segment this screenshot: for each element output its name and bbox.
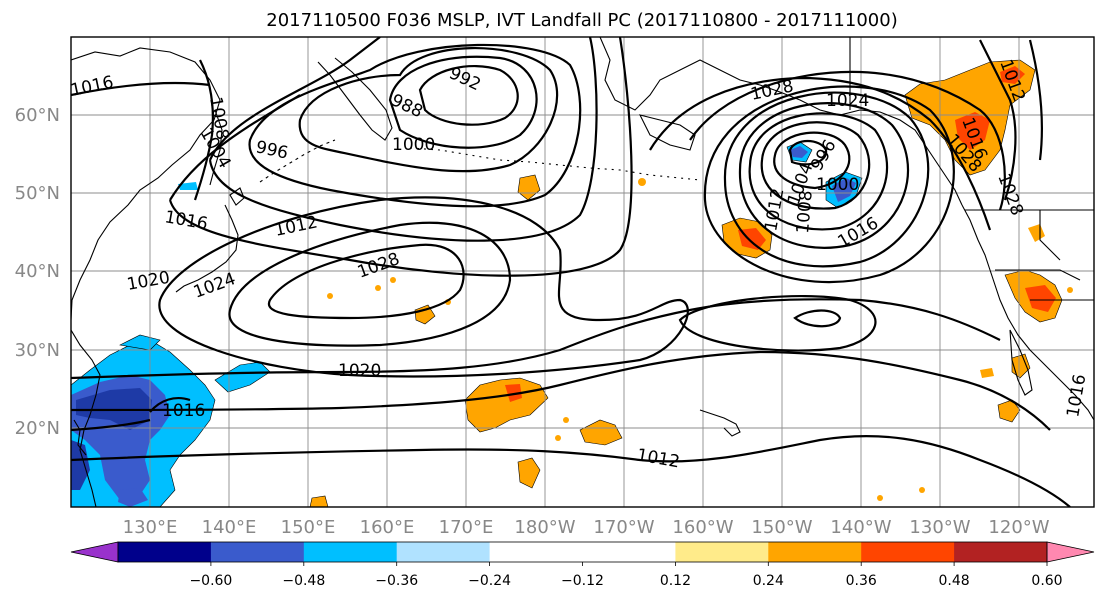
colorbar-tick-label: −0.24 xyxy=(468,573,511,589)
isobar-label: 1020 xyxy=(338,361,381,381)
lat-label: 30°N xyxy=(15,340,60,361)
isobar-label: 1000 xyxy=(392,135,435,155)
lat-label: 20°N xyxy=(15,418,60,439)
colorbar-swatch xyxy=(582,542,676,562)
colorbar-extend-low xyxy=(70,541,119,563)
isobar-label: 1024 xyxy=(826,91,869,111)
mslp-isobars xyxy=(71,37,1071,507)
colorbar-extend-high xyxy=(1046,541,1095,563)
lon-label: 160°W xyxy=(672,517,733,538)
isobar-label: 1008 xyxy=(793,190,817,235)
colorbar-tick-label: 0.36 xyxy=(846,573,877,589)
latitude-labels: 60°N 50°N 40°N 30°N 20°N xyxy=(15,105,60,439)
colorbar-tick-label: 0.60 xyxy=(1031,573,1062,589)
colorbar-tick-label: −0.36 xyxy=(375,573,418,589)
isobar-label: 1000 xyxy=(816,175,859,195)
lon-label: 170°W xyxy=(593,517,654,538)
lon-label: 160°E xyxy=(360,517,415,538)
lon-label: 130°W xyxy=(909,517,970,538)
lat-label: 50°N xyxy=(15,183,60,204)
colorbar-tick-label: 0.12 xyxy=(660,573,691,589)
colorbar-swatch xyxy=(303,542,398,562)
lat-label: 40°N xyxy=(15,261,60,282)
colorbar: −0.60 −0.48 −0.36 −0.24 −0.12 0.12 0.24 0.36 0.4… xyxy=(70,541,1095,589)
lon-label: 140°E xyxy=(202,517,257,538)
map-panel: 1016 992 988 996 1000 1004 1008 1016 101… xyxy=(71,37,1094,507)
isobar-label: 1016 xyxy=(162,401,205,421)
colorbar-swatch xyxy=(118,542,212,562)
colorbar-swatch xyxy=(396,542,491,562)
lat-label: 60°N xyxy=(15,105,60,126)
colorbar-swatch xyxy=(954,542,1048,562)
lat-lon-gridlines xyxy=(71,37,1094,507)
colorbar-swatch xyxy=(489,542,583,562)
colorbar-ticks: −0.60 −0.48 −0.36 −0.24 −0.12 0.12 0.24 0.36 0.4… xyxy=(189,562,1063,589)
lon-label: 180°W xyxy=(514,517,575,538)
lon-label: 140°W xyxy=(830,517,891,538)
colorbar-tick-label: −0.60 xyxy=(189,573,232,589)
colorbar-tick-label: −0.48 xyxy=(282,573,325,589)
colorbar-tick-label: 0.48 xyxy=(939,573,970,589)
lon-label: 120°W xyxy=(988,517,1049,538)
lon-label: 130°E xyxy=(123,517,178,538)
lon-label: 170°E xyxy=(439,517,494,538)
colorbar-swatch xyxy=(210,542,305,562)
colorbar-swatch xyxy=(768,542,862,562)
colorbar-swatches xyxy=(118,542,1048,562)
map-border xyxy=(70,36,1095,508)
colorbar-tick-label: −0.12 xyxy=(561,573,604,589)
colorbar-swatch xyxy=(675,542,769,562)
colorbar-tick-label: 0.24 xyxy=(753,573,784,589)
lon-label: 150°W xyxy=(751,517,812,538)
lon-label: 150°E xyxy=(281,517,336,538)
colorbar-swatch xyxy=(861,542,955,562)
longitude-labels: 130°E 140°E 150°E 160°E 170°E 180°W 170°… xyxy=(123,517,1050,538)
figure-title: 2017110500 F036 MSLP, IVT Landfall PC (2… xyxy=(266,10,897,31)
